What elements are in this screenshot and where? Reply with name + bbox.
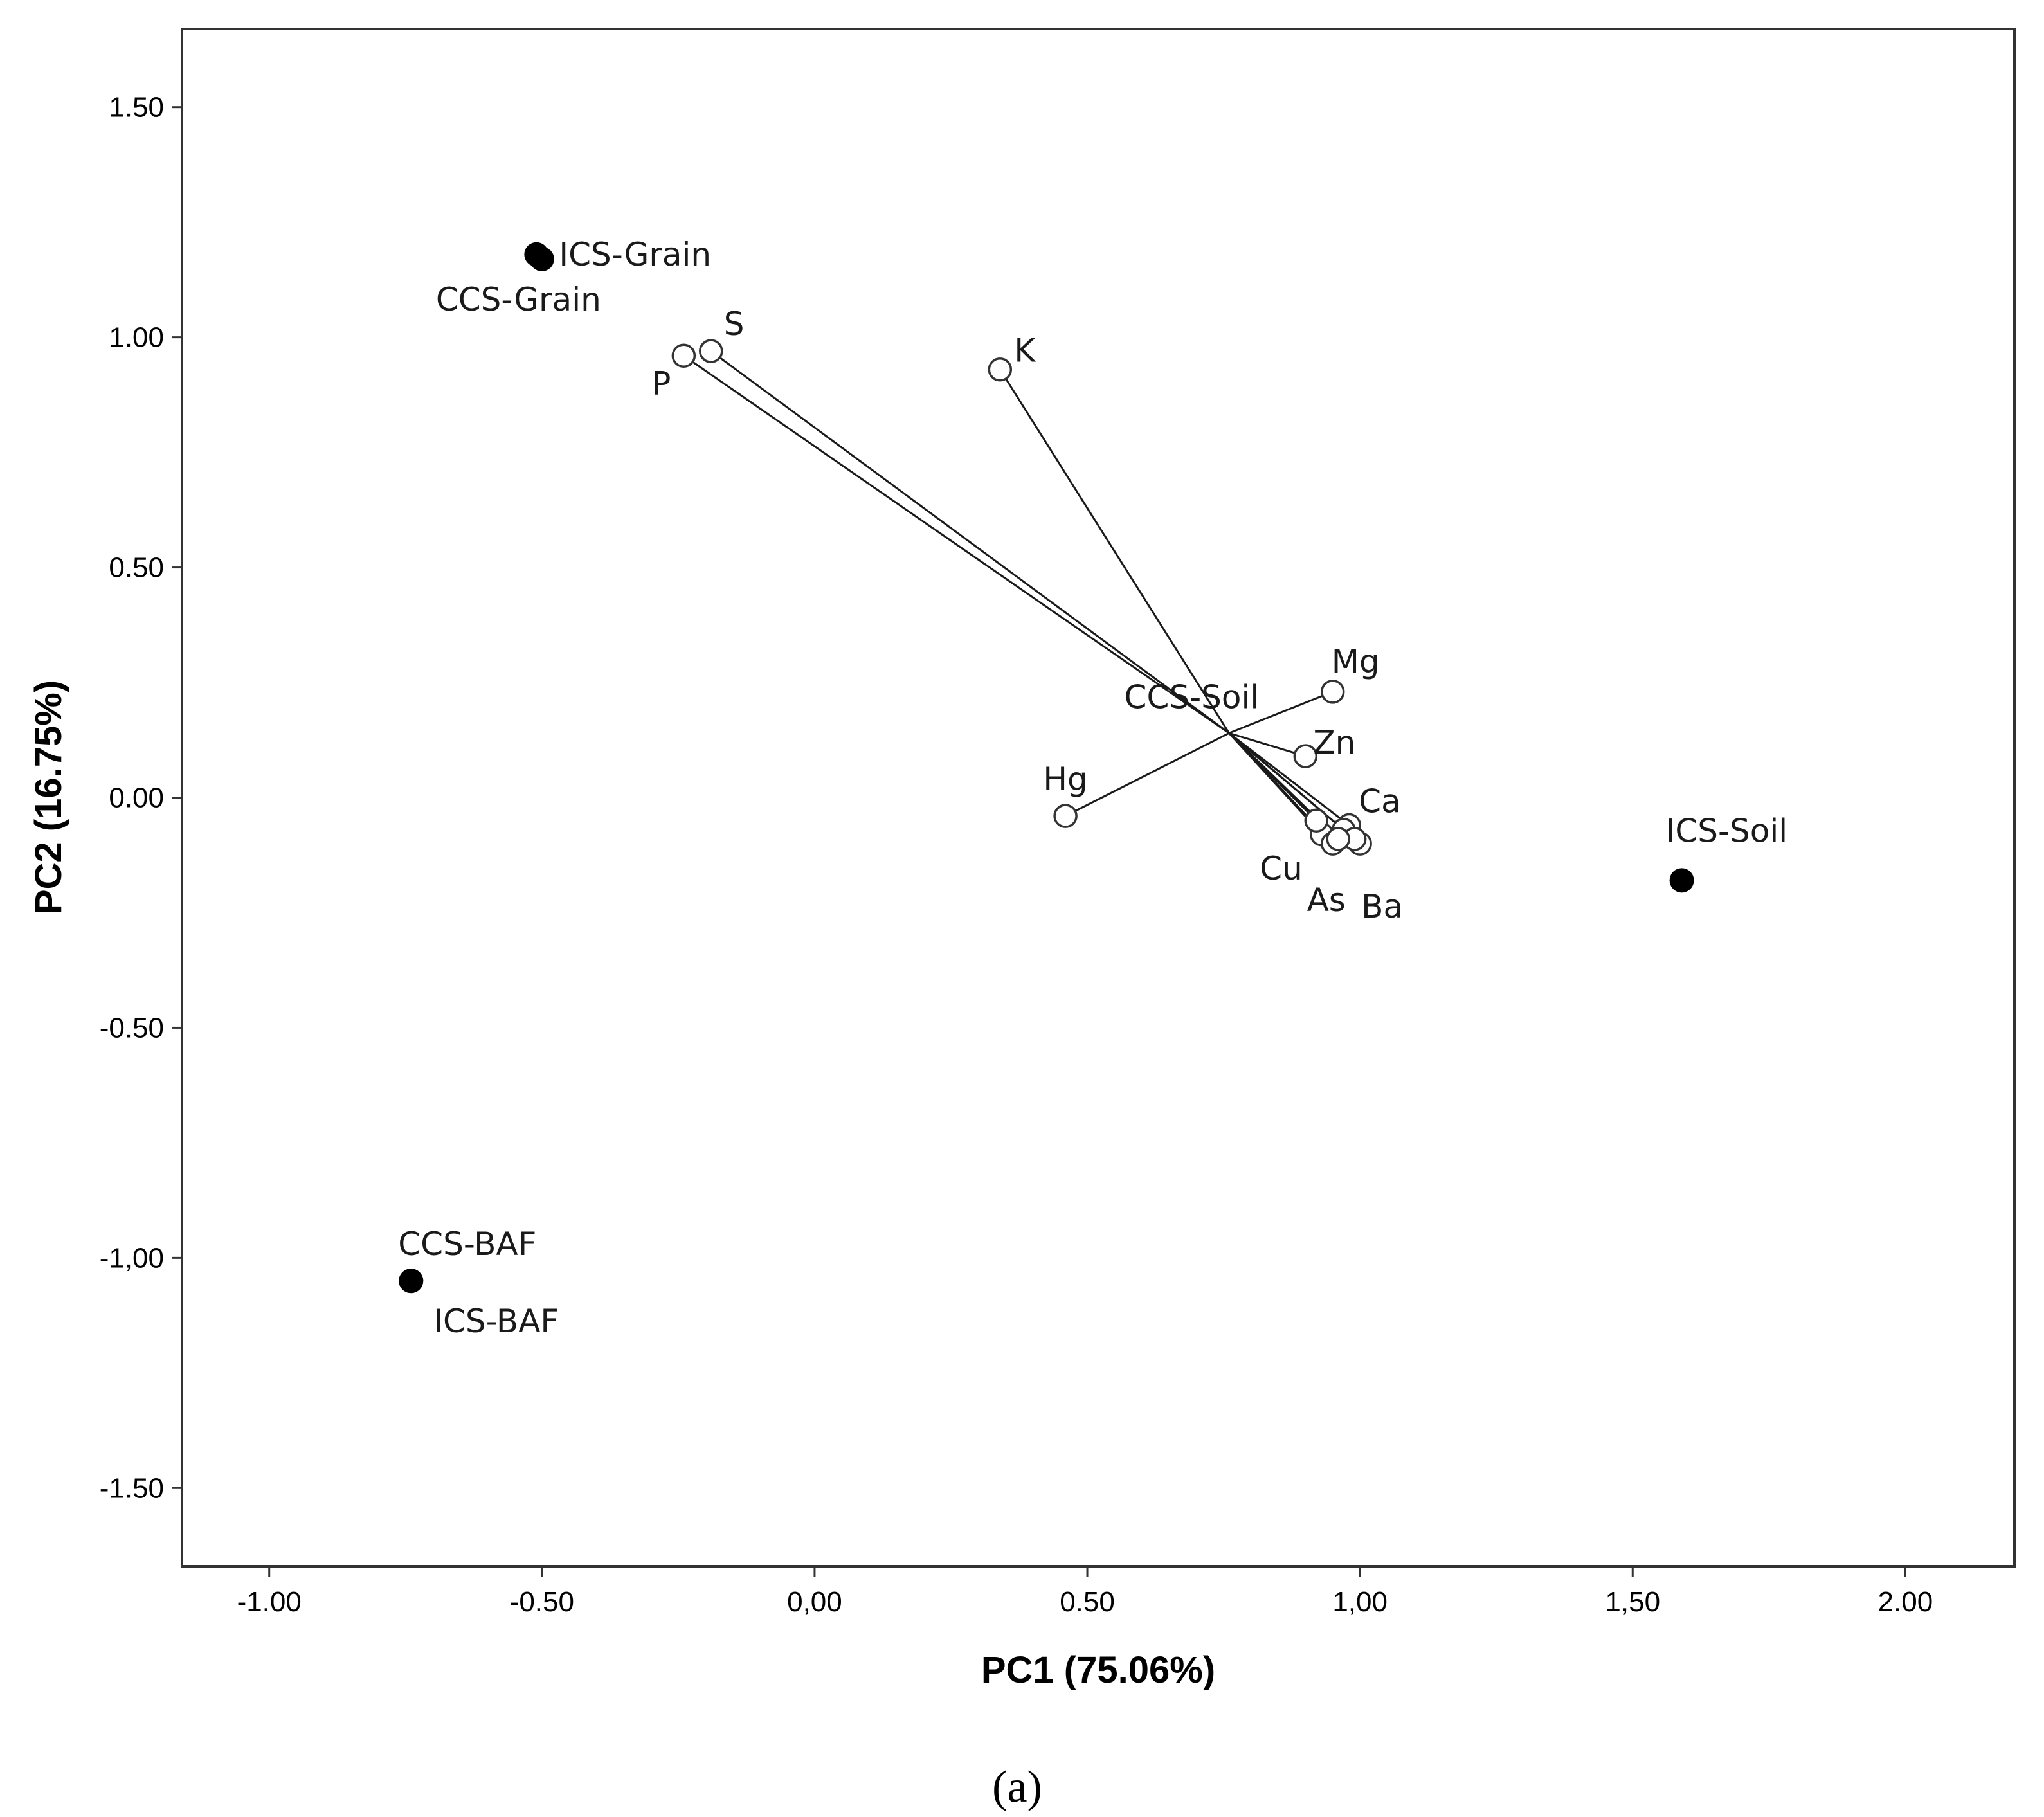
sample-label: ICS-BAF (433, 1303, 559, 1340)
variable-marker (1293, 744, 1318, 768)
loading-vector (999, 368, 1230, 734)
sample-label: CCS-Grain (436, 281, 601, 318)
plot-frame (181, 28, 2016, 1568)
variable-label: K (1014, 332, 1036, 370)
variable-label: P (651, 365, 671, 402)
variable-marker (988, 357, 1013, 382)
loading-vector (1228, 732, 1317, 822)
figure-caption: (a) (992, 1762, 1042, 1812)
loading-vector (1229, 732, 1306, 757)
x-tick-label: 0.50 (1060, 1586, 1115, 1618)
x-tick-label: -1.00 (237, 1586, 302, 1618)
loading-vector (1228, 732, 1350, 826)
x-tick-label: -0.50 (510, 1586, 574, 1618)
y-tick-label: -1.50 (100, 1472, 164, 1504)
variable-marker (1053, 804, 1078, 828)
sample-marker (529, 246, 554, 271)
sample-marker (399, 1269, 424, 1294)
sample-marker (1669, 868, 1694, 893)
x-tick-label: 2.00 (1878, 1586, 1933, 1618)
loading-vector (1229, 691, 1334, 734)
variable-label: Cu (1260, 850, 1303, 887)
sample-label: CCS-BAF (398, 1225, 536, 1263)
y-tick-label: 0.50 (109, 552, 164, 584)
variable-label: Ba (1361, 888, 1403, 925)
y-tick-label: 0.00 (109, 782, 164, 814)
y-tick-label: -1,00 (100, 1242, 164, 1274)
variable-label: Mg (1332, 643, 1380, 680)
variable-label: S (724, 305, 745, 343)
variable-label: As (1307, 881, 1346, 919)
x-tick-label: 1,50 (1605, 1586, 1660, 1618)
x-axis-title: PC1 (75.06%) (981, 1649, 1215, 1691)
variable-marker (699, 339, 723, 363)
sample-label: ICS-Soil (1666, 812, 1788, 849)
y-tick-label: 1.50 (109, 92, 164, 123)
x-tick-label: 1,00 (1332, 1586, 1388, 1618)
tick-layer: -1.00 -0.50 0,00 0.50 1,00 1,50 2.00 1.50 1.00 0.… (100, 92, 1933, 1618)
loading-vector (683, 355, 1230, 734)
markers (399, 242, 1694, 1294)
loading-vector (710, 350, 1230, 734)
variable-marker (1304, 808, 1329, 833)
variable-marker (1320, 680, 1345, 704)
y-axis-title: PC2 (16.75%) (28, 680, 69, 914)
y-tick-label: -0.50 (100, 1012, 164, 1044)
variable-label: Hg (1043, 761, 1087, 798)
x-tick-label: 0,00 (787, 1586, 842, 1618)
variable-marker (1326, 827, 1350, 851)
sample-label: CCS-Soil (1125, 679, 1260, 716)
variable-label: Ca (1359, 782, 1401, 820)
sample-label: ICS-Grain (559, 236, 711, 273)
y-tick-label: 1.00 (109, 322, 164, 354)
loading-vector (1228, 732, 1355, 840)
variable-label: Zn (1313, 724, 1355, 761)
loading-vector (1065, 732, 1230, 817)
variable-marker (671, 343, 696, 368)
